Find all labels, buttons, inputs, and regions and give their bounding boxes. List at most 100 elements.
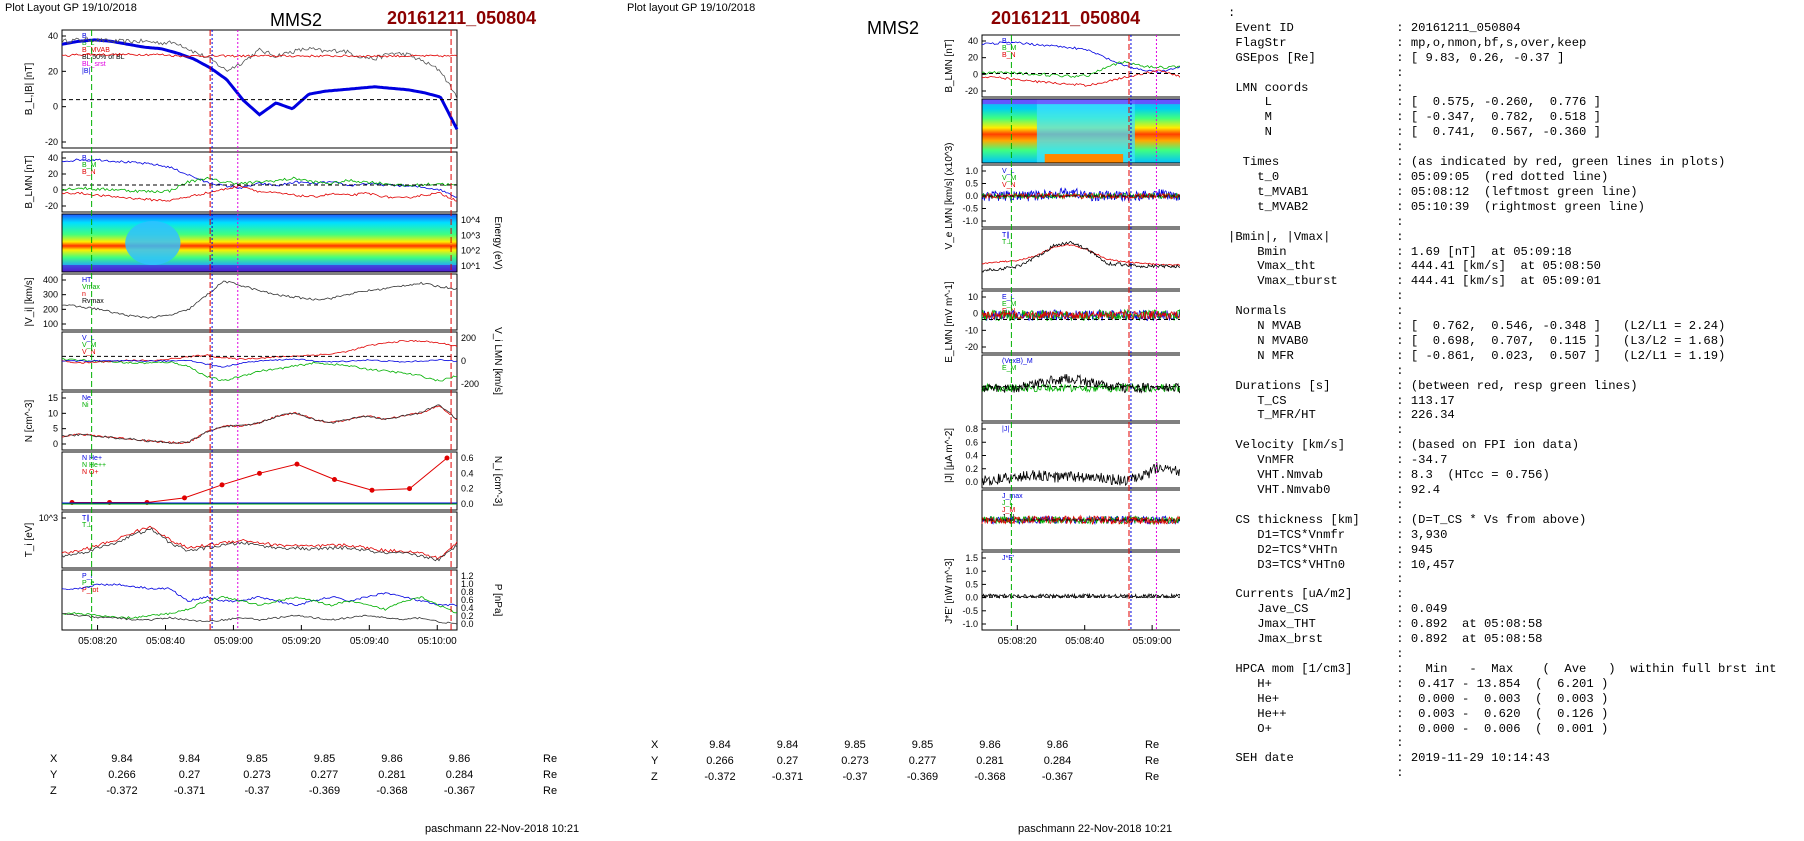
spectrogram-cavity xyxy=(1036,99,1135,163)
y-tick-label: 1.5 xyxy=(965,553,978,563)
time-axis: 05:08:2005:08:4005:09:0005:09:2005:09:40… xyxy=(998,625,1172,647)
panel-frame xyxy=(981,551,1180,631)
legend-entry: B_L xyxy=(82,155,95,162)
y-tick-label: 0.4 xyxy=(965,451,978,461)
summary-line: D1=TCS*Vnmfr : 3,930 xyxy=(1228,527,1448,542)
position-value: -0.369 xyxy=(906,771,939,783)
position-value: -0.368 xyxy=(974,771,1006,783)
legend-entry: B_N xyxy=(82,169,96,176)
panel-9: 1.5 1.0 0.5 0.0 -0.5 -1.0 J*E' [nW m^-3] J*E' xyxy=(944,551,1180,631)
y-tick-label: 20 xyxy=(48,169,58,179)
summary-line: GSEpos [Re] : [ 9.83, 0.26, -0.37 ] xyxy=(1228,50,1565,65)
legend-entry: Ne xyxy=(82,395,91,402)
y-tick-label: 0 xyxy=(53,439,58,449)
series-line xyxy=(61,358,458,368)
summary-line: CS thickness [km] : (D=T_CS * Vs from ab… xyxy=(1228,512,1587,527)
summary-line: : xyxy=(1228,572,1404,587)
position-unit: Re xyxy=(543,753,558,765)
y-tick-label: 20 xyxy=(968,53,978,63)
summary-line: Durations [s] : (between red, resp green… xyxy=(1228,378,1638,393)
panel-5: 100-10-20E_LMN [mV m^-1] E_LE_ME_N xyxy=(944,281,1180,363)
legend-entry: T∥ xyxy=(82,514,90,522)
summary-line: T_MFR/HT : 226.34 xyxy=(1228,408,1455,423)
x-tick-label: 05:09:00 xyxy=(214,636,253,647)
y-tick-label: -20 xyxy=(965,86,978,96)
position-value: -0.372 xyxy=(106,785,138,797)
legend-entry: Rvmax xyxy=(82,298,104,305)
position-value: 9.86 xyxy=(979,739,1001,751)
summary-line: Velocity [km/s] : (based on FPI ion data… xyxy=(1228,438,1580,453)
legend-entry: B_MVAB xyxy=(82,47,110,54)
legend-entry: T⊥ xyxy=(82,522,92,529)
legend-entry: V_L xyxy=(1002,168,1015,175)
legend-entry: T∥ xyxy=(1002,231,1010,239)
y-tick-label: 40 xyxy=(968,36,978,46)
y-axis-label: B_LMN [nT] xyxy=(24,155,35,209)
left-layout-header: Plot Layout GP 19/10/2018 xyxy=(5,2,137,14)
y-tick-label: 10 xyxy=(48,408,58,418)
y-tick-label-right: 10^2 xyxy=(461,246,480,256)
summary-line: : xyxy=(1228,140,1404,155)
position-value: 0.27 xyxy=(178,769,201,781)
position-row-label: X xyxy=(651,739,659,751)
series-line xyxy=(61,37,458,100)
y-axis-label: J*E' [nW m^-3] xyxy=(944,558,955,624)
series-line xyxy=(981,191,1180,200)
summary-line: Jmax_brst : 0.892 at 05:08:58 xyxy=(1228,632,1543,647)
y-tick-label-right: 1.2 xyxy=(461,571,474,581)
summary-line: O+ : 0.000 - 0.006 ( 0.001 ) xyxy=(1228,721,1609,736)
panel-8: 0.60.40.20.0-0.2-0.4-0.6J [μA m^-2]J_max… xyxy=(981,489,1180,551)
position-value: 0.266 xyxy=(108,769,136,781)
series-line xyxy=(61,185,458,202)
y-tick-label: 1.0 xyxy=(965,166,978,176)
middle-plot-stack: 40 20 0 -20 B_LMN [nT] B_LB_MB_N 10^410^310^21… xyxy=(944,34,1180,647)
y-axis-label: B_LMN [nT] xyxy=(944,39,955,93)
middle-event-title: 20161211_050804 xyxy=(991,8,1141,28)
y-tick-label-right: 10^4 xyxy=(461,215,480,225)
summary-line: : xyxy=(1228,289,1404,304)
y-tick-label-right: 0.6 xyxy=(461,595,474,605)
panel-7: 0.8 0.6 0.4 0.2 0.0 |J| [μA m^-2] |J| xyxy=(944,422,1180,489)
legend-entry: P_tot xyxy=(82,587,98,594)
series-line xyxy=(982,41,1180,74)
event-summary-text-panel: : Event ID : 20161211_050804 FlagStr : m… xyxy=(1228,6,1798,836)
panel-1: 40 20 0 -20 B_LMN [nT] B_LB_MB_N xyxy=(944,34,1180,98)
position-value: 0.277 xyxy=(310,769,339,781)
y-tick-label: 10^3 xyxy=(39,513,58,523)
y-tick-label: -20 xyxy=(45,201,58,211)
y-tick-label: 0.5 xyxy=(965,179,978,189)
legend-entry: P_i xyxy=(82,573,93,580)
y-tick-label: 300 xyxy=(43,290,58,300)
data-point xyxy=(182,495,187,501)
position-value: -0.371 xyxy=(771,771,804,783)
y-tick-label: -0.5 xyxy=(962,204,978,214)
summary-line: VHT.Nmvab : 8.3 (HTcc = 0.756) xyxy=(1228,468,1550,483)
legend-entry: N He++ xyxy=(82,462,106,469)
spectrogram-hot-band xyxy=(1044,154,1124,163)
legend-entry: (VexB)_M xyxy=(1002,358,1033,365)
panel-3: 10^4 10^3 10^2 10^1 Energy (eV) xyxy=(61,213,503,273)
summary-line: : xyxy=(1228,214,1404,229)
position-row-label: Y xyxy=(651,755,659,767)
summary-line: He+ : 0.000 - 0.003 ( 0.003 ) xyxy=(1228,691,1609,706)
y-axis-label: |J| [μA m^-2] xyxy=(944,428,955,483)
legend-entry: E_M xyxy=(1002,365,1017,372)
y-tick-label: 0.0 xyxy=(965,191,978,201)
position-value: 9.86 xyxy=(1046,739,1069,751)
summary-line: Times : (as indicated by red, green line… xyxy=(1228,155,1726,170)
y-tick-label: 0 xyxy=(53,185,58,195)
series-line xyxy=(981,462,1180,487)
legend-entry: V_N xyxy=(82,349,96,356)
summary-line: HPCA mom [1/cm3] : Min - Max ( Ave ) wit… xyxy=(1228,661,1777,676)
panel-frame xyxy=(61,451,458,511)
position-value: 9.84 xyxy=(111,753,133,765)
panel-frame xyxy=(981,228,1180,290)
x-tick-label: 05:09:00 xyxy=(1133,636,1172,647)
legend-entry: B xyxy=(82,33,87,40)
summary-line: : xyxy=(1228,423,1404,438)
summary-line: : xyxy=(1228,65,1404,80)
y-axis-label: |V_i| [km/s] xyxy=(24,277,35,326)
summary-line: Vmax_tht : 444.41 [km/s] at 05:08:50 xyxy=(1228,259,1601,274)
summary-line: Normals : xyxy=(1228,304,1404,319)
series-line xyxy=(981,373,1180,394)
